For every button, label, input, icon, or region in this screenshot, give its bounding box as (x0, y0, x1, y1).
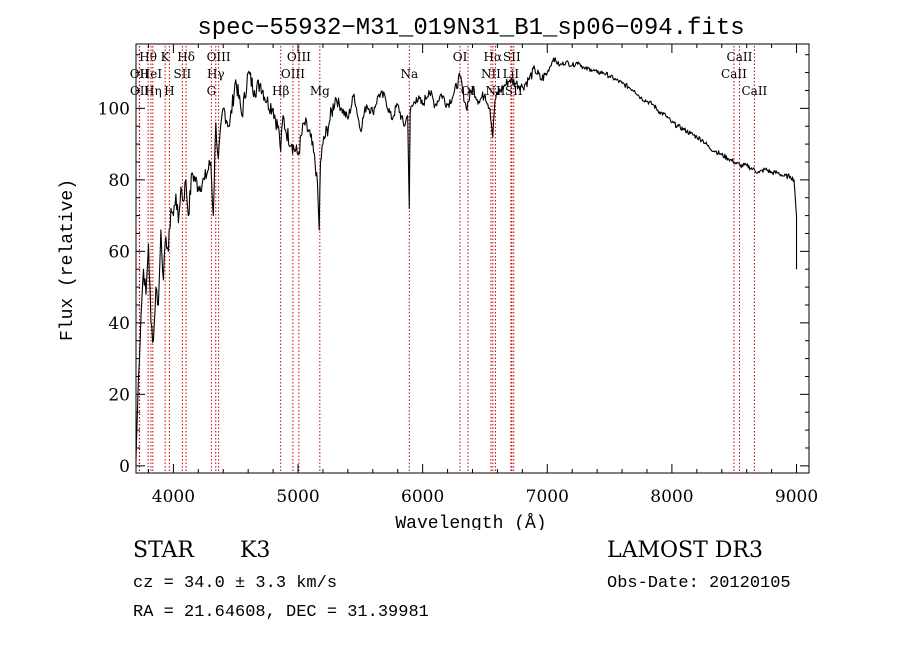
line-marker-label: Hα (484, 50, 503, 64)
line-marker-label: Hδ (177, 50, 195, 64)
line-marker-label: SII (503, 50, 521, 64)
line-marker-label: NII (485, 84, 505, 98)
plot-frame (135, 43, 810, 474)
y-tick-label: 0 (119, 457, 130, 477)
x-tick-label: 7000 (526, 487, 569, 507)
y-axis-label: Flux (relative) (58, 179, 78, 341)
y-tick-label: 100 (98, 99, 130, 119)
line-marker-label: NII (481, 67, 501, 81)
line-marker-label: Hη (144, 84, 162, 98)
object-type: STAR (133, 538, 194, 563)
line-marker-label: OIII (281, 67, 305, 81)
y-tick-label: 60 (108, 242, 130, 262)
line-marker-label: HeI (140, 67, 163, 81)
line-marker-label: OII (130, 84, 150, 98)
x-tick-label: 5000 (276, 487, 319, 507)
x-tick-label: 9000 (775, 487, 818, 507)
y-tick-label: 80 (108, 171, 130, 191)
line-marker-label: Hθ (139, 50, 157, 64)
line-marker-label: OI (461, 84, 476, 98)
flux-series-line (135, 57, 798, 459)
line-marker-label: G (207, 84, 217, 98)
line-marker-label: Mg (310, 84, 330, 98)
line-marker-label: Hγ (207, 67, 225, 81)
line-marker-label: OI (453, 50, 468, 64)
chart-title: spec−55932−M31_019N31_B1_sp06−094.fits (197, 15, 744, 42)
x-tick-label: 4000 (152, 487, 195, 507)
line-marker-label: SII (174, 67, 192, 81)
x-axis-label: Wavelength (Å) (395, 513, 546, 530)
line-marker-label: H (164, 84, 174, 98)
spectrum-chart: spec−55932−M31_019N31_B1_sp06−094.fits H… (58, 15, 818, 530)
line-marker-label: CaII (721, 67, 747, 81)
line-marker-label: LiI (503, 67, 520, 81)
line-marker-label: CaII (727, 50, 753, 64)
x-tick-label: 8000 (650, 487, 693, 507)
line-marker-label: OIII (287, 50, 311, 64)
y-axis: 0 20 40 60 80 100 (98, 54, 809, 477)
line-marker-label: CaII (741, 84, 767, 98)
survey-name: LAMOST DR3 (607, 538, 763, 563)
x-axis: 4000 5000 6000 7000 8000 9000 (147, 44, 818, 507)
object-subclass: K3 (240, 538, 271, 563)
line-marker-label: OIII (207, 50, 231, 64)
y-tick-label: 40 (108, 314, 130, 334)
line-marker-label: K (161, 50, 171, 64)
redshift-velocity: cz = 34.0 ± 3.3 km/s (133, 574, 338, 593)
line-marker-label: Na (400, 67, 418, 81)
line-marker-label: Hβ (272, 84, 289, 98)
y-tick-label: 20 (108, 385, 130, 405)
x-tick-label: 6000 (401, 487, 444, 507)
sky-coordinates: RA = 21.64608, DEC = 31.39981 (133, 603, 429, 622)
observation-date: Obs-Date: 20120105 (607, 574, 791, 593)
